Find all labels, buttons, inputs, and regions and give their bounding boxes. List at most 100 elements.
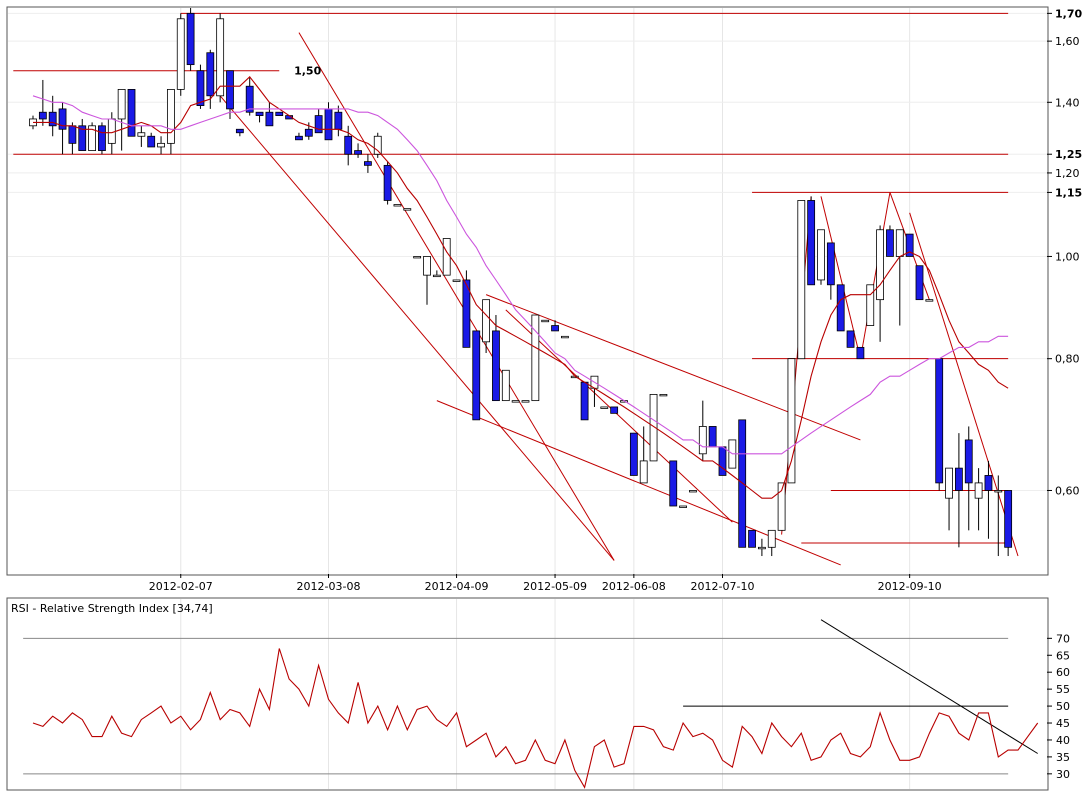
candle-body-95 bbox=[964, 439, 973, 484]
candle-body-27 bbox=[295, 135, 303, 141]
candle-10 bbox=[127, 89, 136, 137]
price-xtick-label-4: 2012-06-08 bbox=[602, 580, 666, 593]
candle-65 bbox=[669, 460, 678, 507]
candle-13 bbox=[157, 136, 165, 155]
candle-body-64 bbox=[659, 393, 668, 397]
candle-body-29 bbox=[314, 115, 323, 134]
candle-75 bbox=[767, 529, 776, 557]
candle-body-75 bbox=[767, 529, 776, 548]
candle-47 bbox=[492, 315, 500, 402]
candle-body-59 bbox=[610, 406, 619, 414]
candle-body-80 bbox=[817, 229, 825, 281]
candle-body-43 bbox=[452, 279, 461, 282]
candle-64 bbox=[659, 393, 668, 397]
candle-45 bbox=[472, 330, 481, 421]
candle-1 bbox=[38, 79, 47, 126]
candle-body-13 bbox=[157, 142, 165, 148]
trend-line-9 bbox=[909, 212, 1019, 557]
price-candles bbox=[29, 8, 1013, 557]
candle-24 bbox=[265, 102, 274, 127]
candle-body-97 bbox=[984, 475, 993, 491]
candle-54 bbox=[561, 335, 569, 339]
candle-23 bbox=[255, 111, 264, 123]
price-panel-frame bbox=[6, 6, 1049, 576]
candle-body-88 bbox=[895, 229, 904, 257]
candle-body-78 bbox=[797, 200, 806, 360]
trend-line-0 bbox=[298, 32, 615, 561]
candle-body-46 bbox=[482, 299, 491, 343]
candle-15 bbox=[176, 13, 185, 96]
price-x-axis: 2012-02-07 2012-03-08 2012-04-09 2012-05-09… bbox=[149, 574, 942, 593]
candle-78 bbox=[797, 200, 806, 360]
candle-43 bbox=[452, 279, 461, 282]
rsi-ytick-label-3: 45 bbox=[1056, 717, 1070, 730]
candle-body-31 bbox=[334, 111, 343, 130]
candle-body-56 bbox=[580, 381, 589, 421]
candle-81 bbox=[826, 242, 835, 300]
rsi-grid bbox=[180, 599, 911, 789]
candle-body-85 bbox=[866, 284, 875, 326]
candle-body-98 bbox=[994, 490, 1003, 493]
candle-body-7 bbox=[98, 125, 106, 151]
candle-body-45 bbox=[472, 330, 481, 421]
candle-95 bbox=[964, 426, 973, 531]
rsi-ytick-label-0: 30 bbox=[1056, 768, 1070, 781]
candle-12 bbox=[147, 132, 156, 148]
trend-line-1 bbox=[219, 95, 615, 561]
candle-51 bbox=[531, 314, 540, 402]
candle-11 bbox=[137, 125, 146, 147]
candle-body-19 bbox=[216, 18, 225, 97]
candle-62 bbox=[639, 426, 648, 484]
candle-body-74 bbox=[758, 546, 766, 550]
rsi-series bbox=[32, 648, 1039, 789]
candle-body-89 bbox=[905, 233, 914, 257]
candle-body-87 bbox=[886, 229, 894, 257]
candle-body-5 bbox=[78, 125, 87, 151]
price-xtick-label-6: 2012-09-10 bbox=[878, 580, 942, 593]
candle-39 bbox=[413, 256, 422, 259]
candle-59 bbox=[610, 406, 619, 414]
candle-41 bbox=[432, 270, 441, 278]
price-ytick-label-7: 0,80 bbox=[1055, 353, 1080, 366]
candle-61 bbox=[629, 432, 638, 476]
trend-line-5 bbox=[781, 196, 812, 535]
candle-82 bbox=[836, 284, 845, 332]
price-ytick-label-4: 1,20 bbox=[1055, 167, 1080, 180]
candle-body-86 bbox=[876, 229, 884, 301]
candle-body-82 bbox=[836, 284, 845, 332]
candle-56 bbox=[580, 381, 589, 421]
candle-87 bbox=[886, 225, 894, 257]
candle-68 bbox=[698, 400, 707, 461]
candle-body-34 bbox=[363, 161, 372, 166]
candle-body-41 bbox=[432, 274, 441, 278]
rsi-trend-line-0 bbox=[820, 619, 1038, 754]
trend-line-4 bbox=[505, 309, 733, 523]
candle-14 bbox=[166, 89, 175, 155]
candle-49 bbox=[511, 400, 520, 403]
price-xtick-label-2: 2012-04-09 bbox=[425, 580, 489, 593]
candle-body-92 bbox=[935, 358, 944, 484]
price-xtick-label-3: 2012-05-09 bbox=[523, 580, 587, 593]
candle-body-54 bbox=[561, 335, 569, 339]
candle-93 bbox=[945, 467, 953, 531]
candle-37 bbox=[393, 204, 402, 207]
candle-5 bbox=[78, 118, 87, 151]
candle-74 bbox=[758, 538, 766, 557]
candle-body-81 bbox=[826, 242, 835, 286]
candle-86 bbox=[876, 225, 884, 342]
candle-34 bbox=[363, 154, 372, 173]
candle-94 bbox=[955, 433, 963, 548]
candle-body-91 bbox=[925, 299, 934, 302]
candle-body-99 bbox=[1004, 490, 1013, 548]
candle-46 bbox=[482, 299, 491, 353]
candle-body-17 bbox=[196, 70, 205, 106]
candle-body-35 bbox=[373, 135, 382, 155]
candle-92 bbox=[935, 358, 944, 491]
candle-89 bbox=[905, 233, 914, 257]
rsi-trend-lines bbox=[820, 619, 1038, 754]
candle-body-11 bbox=[137, 132, 146, 137]
candle-44 bbox=[462, 270, 471, 348]
candle-3 bbox=[58, 102, 67, 155]
candle-42 bbox=[442, 238, 451, 276]
candle-body-44 bbox=[462, 279, 471, 348]
